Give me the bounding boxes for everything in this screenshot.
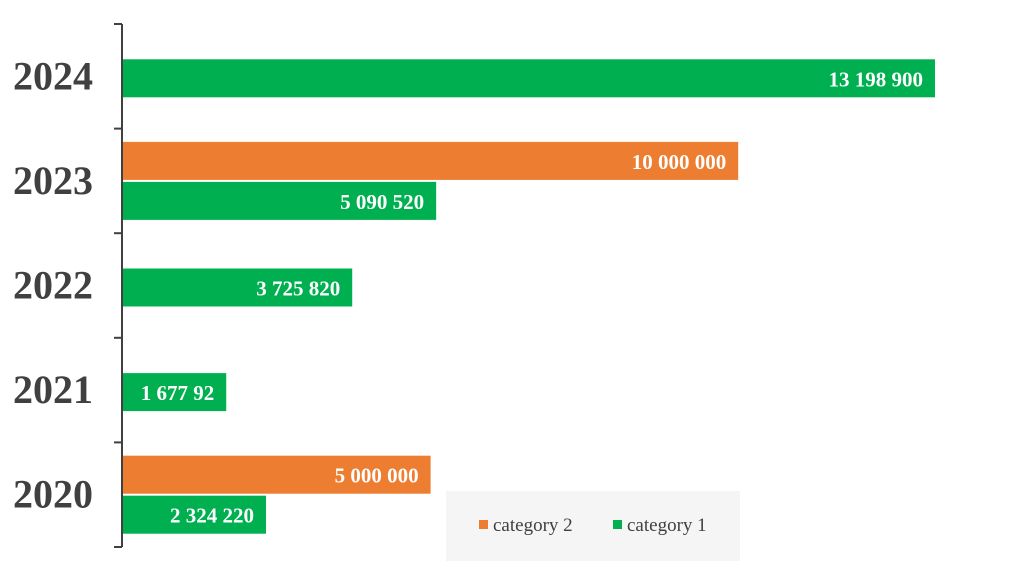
- category-1-bar: [123, 268, 353, 307]
- year-label: 2020: [13, 472, 93, 517]
- year-label: 2024: [13, 53, 93, 98]
- legend-box: [446, 491, 740, 561]
- category-1-bar: [123, 181, 437, 220]
- category-1-bar: [123, 59, 935, 98]
- category-2-bar: [123, 455, 431, 494]
- category-1-value-label: 1 677 92: [141, 381, 215, 405]
- category-2-bar: [123, 141, 739, 180]
- bar-labels-group: 13 198 900 10 000 000 5 090 520 3 725 820 1 …: [141, 67, 923, 527]
- category-1-value-label: 5 090 520: [340, 190, 424, 214]
- category-1-value-label: 3 725 820: [256, 277, 340, 301]
- year-labels-group: 2024 2023 2022 2021 2020: [13, 53, 93, 516]
- category-1-bar: [123, 373, 227, 412]
- legend-category-1-swatch: [613, 520, 622, 529]
- category-1-value-label: 13 198 900: [829, 67, 924, 91]
- category-1-value-label: 2 324 220: [170, 504, 254, 528]
- year-label: 2021: [13, 367, 93, 412]
- category-axis: [114, 23, 123, 548]
- legend-category-1-label: category 1: [627, 515, 707, 536]
- category-2-value-label: 10 000 000: [632, 150, 727, 174]
- bars-group: [123, 59, 935, 534]
- year-label: 2023: [13, 158, 93, 203]
- year-label: 2022: [13, 263, 93, 308]
- category-2-value-label: 5 000 000: [335, 464, 419, 488]
- legend: category 2 category 1: [479, 515, 707, 536]
- legend-category-2-label: category 2: [493, 515, 573, 536]
- category-1-bar: [123, 495, 266, 534]
- legend-category-2-swatch: [479, 520, 488, 529]
